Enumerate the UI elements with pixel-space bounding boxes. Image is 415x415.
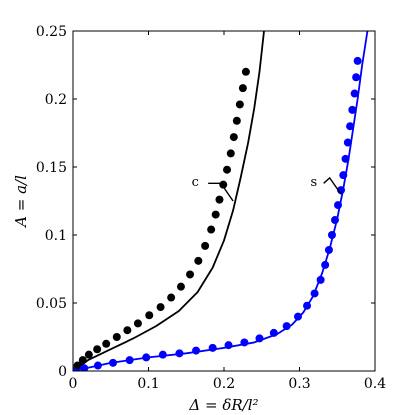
plot-frame [72, 30, 376, 372]
series-point-0 [145, 311, 154, 320]
series-point-0 [241, 67, 250, 76]
series-point-0 [156, 303, 165, 312]
y-tick-label: 0.25 [36, 24, 67, 40]
series-point-0 [186, 270, 195, 279]
series-point-2 [348, 105, 357, 114]
series-point-0 [207, 225, 216, 234]
y-tick-label: 0.15 [36, 160, 67, 176]
series-point-0 [215, 195, 224, 204]
series-point-0 [226, 149, 235, 158]
series-point-0 [201, 241, 210, 250]
annotation-label: s [311, 175, 318, 190]
series-line-3 [73, 31, 369, 371]
y-axis-label: A = a/l [12, 175, 30, 229]
series-point-0 [112, 333, 121, 341]
x-tick-label: 0 [69, 376, 78, 392]
series-point-0 [73, 361, 82, 370]
series-point-2 [352, 73, 361, 82]
series-point-0 [229, 133, 238, 142]
series-point-2 [293, 312, 302, 321]
series-point-0 [133, 319, 142, 328]
series-line-1 [73, 31, 265, 371]
series-point-2 [343, 138, 352, 147]
x-tick-label: 0.1 [137, 376, 159, 392]
annotation-bracket [323, 176, 342, 195]
series-point-2 [346, 122, 355, 131]
series-point-0 [238, 84, 247, 93]
series-point-0 [102, 339, 111, 348]
x-tick-label: 0.3 [288, 376, 310, 392]
series-point-0 [232, 116, 241, 125]
series-point-0 [167, 293, 176, 302]
y-tick-label: 0.1 [45, 228, 67, 244]
x-tick-label: 0.4 [364, 376, 386, 392]
series-point-0 [123, 326, 132, 335]
series-point-2 [282, 322, 291, 331]
series-point-0 [211, 210, 220, 219]
y-tick-label: 0 [58, 364, 67, 380]
annotation-label: c [192, 175, 199, 190]
y-tick-label: 0.2 [45, 92, 67, 108]
series-point-0 [93, 345, 102, 354]
series-point-0 [194, 256, 203, 265]
series-point-0 [84, 350, 93, 359]
annotation-bracket [208, 182, 234, 202]
x-tick-label: 0.2 [213, 376, 235, 392]
series-point-0 [223, 165, 232, 174]
series-point-0 [176, 282, 185, 291]
series-layer [73, 31, 369, 371]
series-point-2 [350, 89, 359, 98]
series-point-0 [235, 100, 244, 109]
x-axis-label: Δ = δR/l² [188, 396, 258, 414]
y-tick-label: 0.05 [36, 296, 67, 312]
axes: 0 0.1 0.2 0.3 0.4 0 0.05 0.1 0.15 0.2 0.25 [36, 24, 386, 392]
series-point-2 [353, 56, 362, 65]
